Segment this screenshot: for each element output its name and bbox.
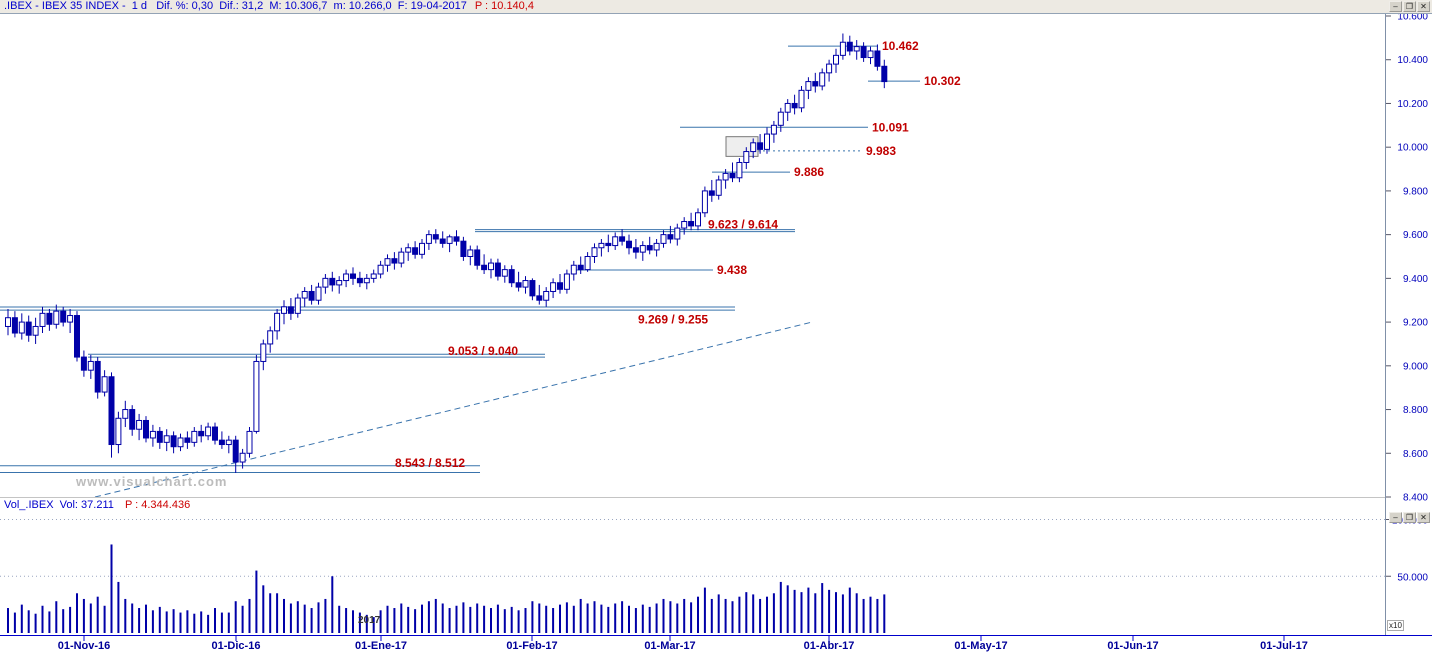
svg-text:9.600: 9.600: [1403, 230, 1428, 241]
close-button[interactable]: ✕: [1417, 1, 1430, 12]
volume-bars: [7, 544, 886, 633]
svg-text:01-Nov-16: 01-Nov-16: [58, 640, 111, 652]
volume-close-button[interactable]: ✕: [1417, 512, 1430, 523]
volume-pane-header: Vol_.IBEX Vol: 37.211 P : 4.344.436: [4, 499, 190, 511]
svg-text:9.200: 9.200: [1403, 318, 1428, 329]
support-resistance-lines: 10.462 10.302 10.091 9.983 9.886 9.623 / 9.61…: [0, 39, 961, 474]
svg-text:01-Jun-17: 01-Jun-17: [1107, 640, 1158, 652]
restore-button[interactable]: ❐: [1403, 1, 1416, 12]
trendline: [94, 321, 813, 498]
svg-text:10.462: 10.462: [882, 39, 919, 53]
svg-text:8.400: 8.400: [1403, 493, 1428, 504]
svg-text:01-Mar-17: 01-Mar-17: [644, 640, 695, 652]
svg-text:50.000: 50.000: [1397, 572, 1428, 583]
chart-title: .IBEX - IBEX 35 INDEX - 1 d Dif. %: 0,30…: [4, 0, 467, 12]
chart-title-bar: .IBEX - IBEX 35 INDEX - 1 d Dif. %: 0,30…: [0, 0, 1432, 14]
volume-indicator-label: Vol_.IBEX Vol: 37.211: [4, 499, 114, 511]
svg-text:9.438: 9.438: [717, 263, 747, 277]
time-axis[interactable]: [0, 636, 1385, 652]
svg-text:9.053 / 9.040: 9.053 / 9.040: [448, 344, 518, 358]
volume-pane[interactable]: [0, 511, 1385, 635]
year-axis-label: 2017: [358, 615, 381, 626]
candles: [5, 33, 888, 473]
svg-text:10.000: 10.000: [1397, 143, 1428, 154]
volume-axis[interactable]: [1386, 526, 1432, 635]
svg-text:10.400: 10.400: [1397, 55, 1428, 66]
svg-text:01-May-17: 01-May-17: [954, 640, 1007, 652]
svg-text:10.600: 10.600: [1397, 12, 1428, 23]
svg-text:9.886: 9.886: [794, 165, 824, 179]
svg-text:9.000: 9.000: [1403, 361, 1428, 372]
svg-text:01-Feb-17: 01-Feb-17: [506, 640, 557, 652]
svg-text:01-Abr-17: 01-Abr-17: [804, 640, 855, 652]
time-axis-labels: 01-Nov-16 01-Dic-16 01-Ene-17 01-Feb-17 01-M…: [58, 636, 1308, 652]
volume-scale-multiplier: x10: [1387, 620, 1404, 631]
price-axis[interactable]: [1386, 14, 1432, 497]
svg-text:8.600: 8.600: [1403, 449, 1428, 460]
svg-text:10.302: 10.302: [924, 74, 961, 88]
svg-text:8.543 / 8.512: 8.543 / 8.512: [395, 456, 465, 470]
price-axis-labels: 10.600 10.400 10.200 10.000 9.800 9.600 9.400 9…: [1386, 12, 1428, 504]
window-controls: – ❐ ✕: [1389, 1, 1432, 12]
svg-text:01-Ene-17: 01-Ene-17: [355, 640, 407, 652]
minimize-button[interactable]: –: [1389, 1, 1402, 12]
volume-window-controls: – ❐ ✕: [1389, 512, 1430, 523]
svg-text:9.983: 9.983: [866, 144, 896, 158]
svg-text:10.091: 10.091: [872, 120, 909, 134]
svg-text:9.800: 9.800: [1403, 186, 1428, 197]
volume-restore-button[interactable]: ❐: [1403, 512, 1416, 523]
volume-last-value: P : 4.344.436: [124, 499, 191, 511]
svg-text:9.400: 9.400: [1403, 274, 1428, 285]
svg-text:9.623 / 9.614: 9.623 / 9.614: [708, 218, 778, 232]
volume-minimize-button[interactable]: –: [1389, 512, 1402, 523]
svg-text:8.800: 8.800: [1403, 405, 1428, 416]
svg-text:01-Jul-17: 01-Jul-17: [1260, 640, 1308, 652]
svg-text:01-Dic-16: 01-Dic-16: [212, 640, 261, 652]
svg-text:9.269 / 9.255: 9.269 / 9.255: [638, 312, 708, 326]
price-pane[interactable]: [0, 14, 1385, 498]
visualchart-watermark: www.visualchart.com: [76, 474, 228, 489]
chart-last-price: P : 10.140,4: [474, 0, 534, 12]
svg-text:10.200: 10.200: [1397, 99, 1428, 110]
